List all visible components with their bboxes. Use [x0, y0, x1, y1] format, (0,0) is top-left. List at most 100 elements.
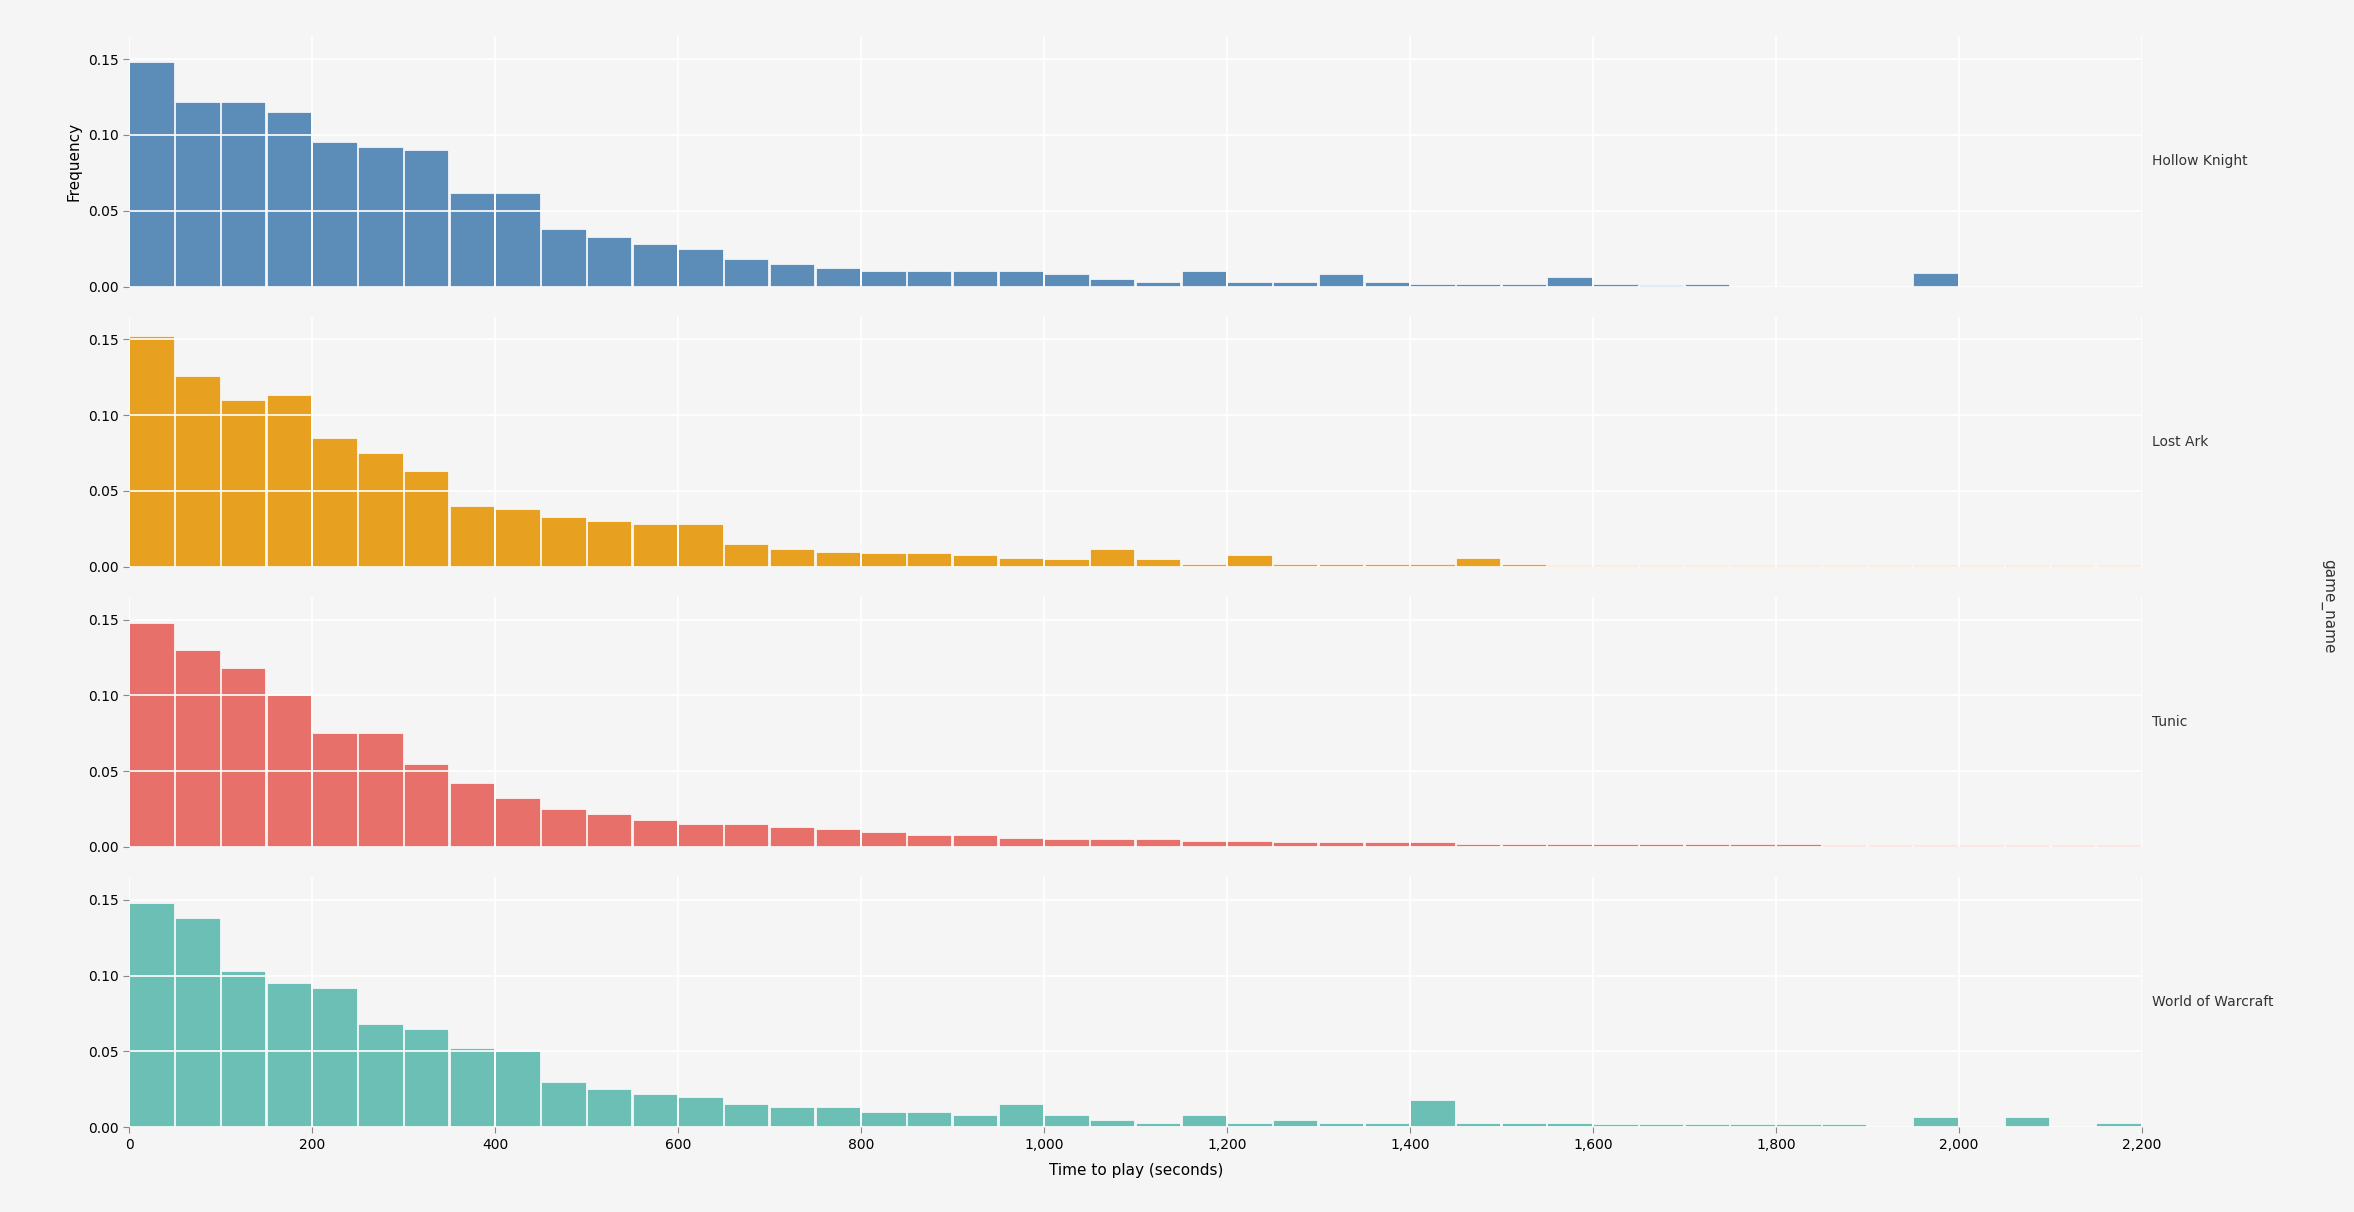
Bar	[1226, 1122, 1271, 1127]
Bar	[541, 516, 586, 567]
Bar	[1638, 844, 1683, 847]
Bar	[174, 102, 219, 286]
Bar	[1822, 846, 1867, 847]
Bar	[1135, 282, 1179, 286]
Bar	[2006, 846, 2050, 847]
Bar	[586, 521, 631, 567]
Bar	[405, 150, 447, 286]
Bar	[1777, 844, 1820, 847]
Bar	[678, 824, 723, 847]
Bar	[266, 395, 311, 567]
Bar	[1638, 565, 1683, 567]
Bar	[633, 525, 678, 567]
Bar	[541, 1081, 586, 1127]
Bar	[906, 835, 951, 847]
Bar	[906, 1111, 951, 1127]
Text: Hollow Knight: Hollow Knight	[2152, 154, 2248, 168]
Bar	[313, 988, 358, 1127]
Bar	[770, 1108, 814, 1127]
Bar	[770, 828, 814, 847]
Bar	[2097, 565, 2140, 567]
Bar	[450, 783, 494, 847]
Bar	[405, 471, 447, 567]
Bar	[1502, 844, 1547, 847]
Bar	[586, 236, 631, 286]
Bar	[678, 248, 723, 286]
Bar	[814, 1108, 859, 1127]
Bar	[1685, 1124, 1730, 1127]
Bar	[1135, 559, 1179, 567]
Bar	[1318, 274, 1363, 286]
Bar	[1410, 1099, 1455, 1127]
Bar	[450, 1048, 494, 1127]
Bar	[405, 1029, 447, 1127]
Bar	[1274, 842, 1318, 847]
Bar	[450, 507, 494, 567]
Bar	[725, 1104, 767, 1127]
Bar	[1914, 846, 1959, 847]
Bar	[1226, 841, 1271, 847]
Bar	[1959, 1126, 2003, 1127]
Bar	[266, 983, 311, 1127]
Bar	[1182, 1115, 1226, 1127]
Y-axis label: Frequency: Frequency	[66, 122, 82, 201]
Bar	[1090, 549, 1135, 567]
Bar	[541, 229, 586, 286]
Bar	[1135, 1122, 1179, 1127]
Bar	[998, 558, 1043, 567]
Bar	[1226, 555, 1271, 567]
Bar	[1410, 564, 1455, 567]
Bar	[1822, 565, 1867, 567]
Bar	[1182, 841, 1226, 847]
Bar	[174, 650, 219, 847]
Bar	[1638, 1124, 1683, 1127]
Bar	[174, 917, 219, 1127]
Bar	[906, 271, 951, 286]
Bar	[1730, 844, 1775, 847]
Bar	[1274, 564, 1318, 567]
Bar	[1777, 1124, 1820, 1127]
Bar	[1365, 282, 1410, 286]
Bar	[129, 62, 174, 286]
Bar	[1502, 1122, 1547, 1127]
Bar	[221, 400, 266, 567]
Text: World of Warcraft: World of Warcraft	[2152, 995, 2274, 1010]
Bar	[1365, 1122, 1410, 1127]
Bar	[1914, 1116, 1959, 1127]
Bar	[494, 799, 539, 847]
Bar	[1867, 565, 1911, 567]
Bar	[129, 336, 174, 567]
Bar	[1457, 558, 1499, 567]
Bar	[2050, 846, 2095, 847]
Bar	[1502, 284, 1547, 286]
Bar	[358, 1024, 403, 1127]
Bar	[1547, 565, 1591, 567]
Text: Lost Ark: Lost Ark	[2152, 435, 2208, 448]
Bar	[1547, 844, 1591, 847]
Bar	[1959, 846, 2003, 847]
Bar	[1457, 284, 1499, 286]
Bar	[678, 1097, 723, 1127]
X-axis label: Time to play (seconds): Time to play (seconds)	[1048, 1162, 1224, 1178]
Bar	[1410, 842, 1455, 847]
Bar	[1822, 1124, 1867, 1127]
Bar	[998, 271, 1043, 286]
Bar	[1274, 282, 1318, 286]
Bar	[1914, 273, 1959, 286]
Bar	[633, 1093, 678, 1127]
Bar	[1502, 564, 1547, 567]
Bar	[1685, 284, 1730, 286]
Bar	[313, 733, 358, 847]
Bar	[1867, 1126, 1911, 1127]
Bar	[313, 438, 358, 567]
Bar	[494, 193, 539, 286]
Bar	[586, 813, 631, 847]
Bar	[953, 555, 998, 567]
Bar	[953, 835, 998, 847]
Bar	[1959, 565, 2003, 567]
Bar	[1135, 840, 1179, 847]
Bar	[1226, 282, 1271, 286]
Bar	[1274, 1120, 1318, 1127]
Bar	[494, 1051, 539, 1127]
Bar	[2050, 1126, 2095, 1127]
